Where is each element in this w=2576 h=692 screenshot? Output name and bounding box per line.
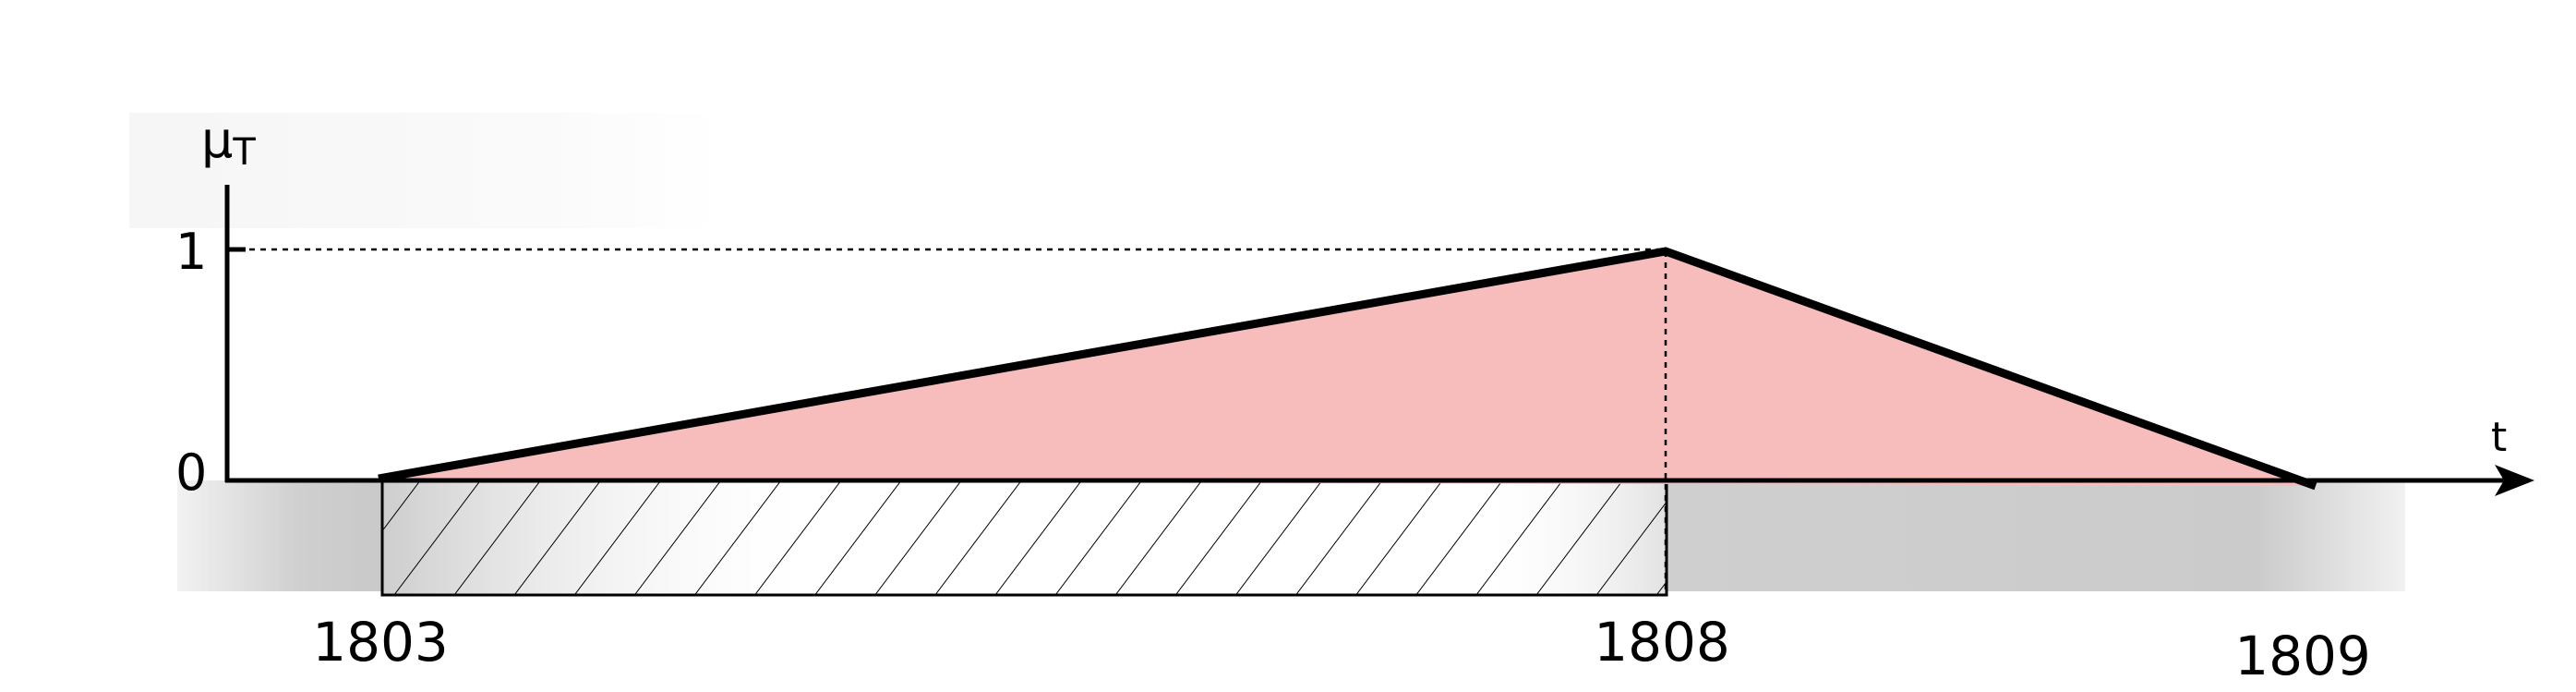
shadow-band-right — [1667, 480, 2405, 591]
hatched-interval-pattern — [380, 479, 1668, 597]
year-label-1803: 1803 — [312, 611, 449, 674]
membership-outline — [378, 247, 2317, 491]
year-label-1808: 1808 — [1594, 611, 1730, 674]
y-axis-label-sub: T — [232, 131, 256, 174]
year-label-1809: 1809 — [2234, 625, 2371, 687]
y-axis-label-main: μ — [201, 111, 233, 169]
membership-fill — [382, 251, 2316, 486]
y-axis-label: μT — [201, 111, 256, 174]
y-tick-zero-label: 0 — [175, 443, 207, 502]
x-axis-label: t — [2491, 414, 2507, 461]
shadow-band-left — [177, 480, 382, 591]
y-tick-one-label: 1 — [175, 223, 207, 281]
x-axis-arrow — [2495, 465, 2534, 496]
